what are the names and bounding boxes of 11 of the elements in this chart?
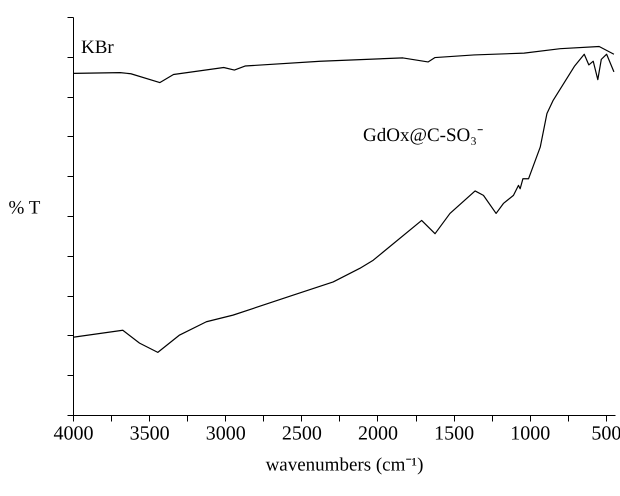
x-tick-label: 4000 xyxy=(54,422,94,444)
x-tick-label: 2000 xyxy=(358,422,398,444)
text: GdOx@C-SO₃⁻ xyxy=(363,125,483,146)
y-axis-title: % T xyxy=(8,198,41,218)
x-tick-label: 3500 xyxy=(130,422,170,444)
x-axis-title: wavenumbers (cm⁻¹) xyxy=(266,454,424,476)
x-tick-label: 1000 xyxy=(510,422,550,444)
x-tick-label: 2500 xyxy=(282,422,322,444)
legend-label: KBr xyxy=(81,37,114,58)
x-tick-label: 3000 xyxy=(206,422,246,444)
x-tick-label: 1500 xyxy=(434,422,474,444)
